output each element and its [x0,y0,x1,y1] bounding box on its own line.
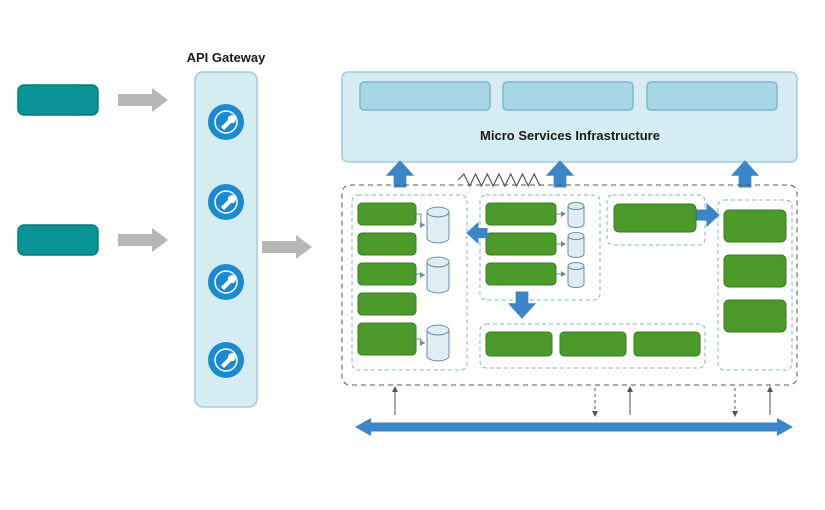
client-block-0 [18,85,98,115]
service-g5-box-2 [724,300,786,332]
service-g1-box-0 [358,203,416,225]
service-g2-box-2 [486,263,556,285]
arrow-down [509,292,535,318]
arrow-left [467,223,487,243]
message-bus [355,418,793,436]
service-g5-box-1 [724,255,786,287]
arrow-up [387,161,413,187]
service-g2-box-1 [486,233,556,255]
arrow-up [732,161,758,187]
service-g1-box-2 [358,263,416,285]
arrow-up [547,161,573,187]
arrow-right [262,235,312,259]
service-g4-box-2 [634,332,700,356]
service-g1-box-1 [358,233,416,255]
arrow-right [697,204,719,226]
arrow-right [118,88,168,112]
service-g2-box-0 [486,203,556,225]
client-block-1 [18,225,98,255]
service-g3-box [614,204,696,232]
service-g5-box-0 [724,210,786,242]
arrow-right [118,228,168,252]
service-g1-box-3 [358,293,416,315]
architecture-diagram: API Gateway Micro Services Infrastructure [0,0,825,510]
infra-slot-0 [360,82,490,110]
service-g4-box-0 [486,332,552,356]
zigzag-connector [458,174,540,186]
api-gateway-title: API Gateway [187,50,267,65]
service-g1-box-4 [358,323,416,355]
infra-title: Micro Services Infrastructure [480,128,660,143]
service-g4-box-1 [560,332,626,356]
infra-slot-1 [503,82,633,110]
infra-slot-2 [647,82,777,110]
